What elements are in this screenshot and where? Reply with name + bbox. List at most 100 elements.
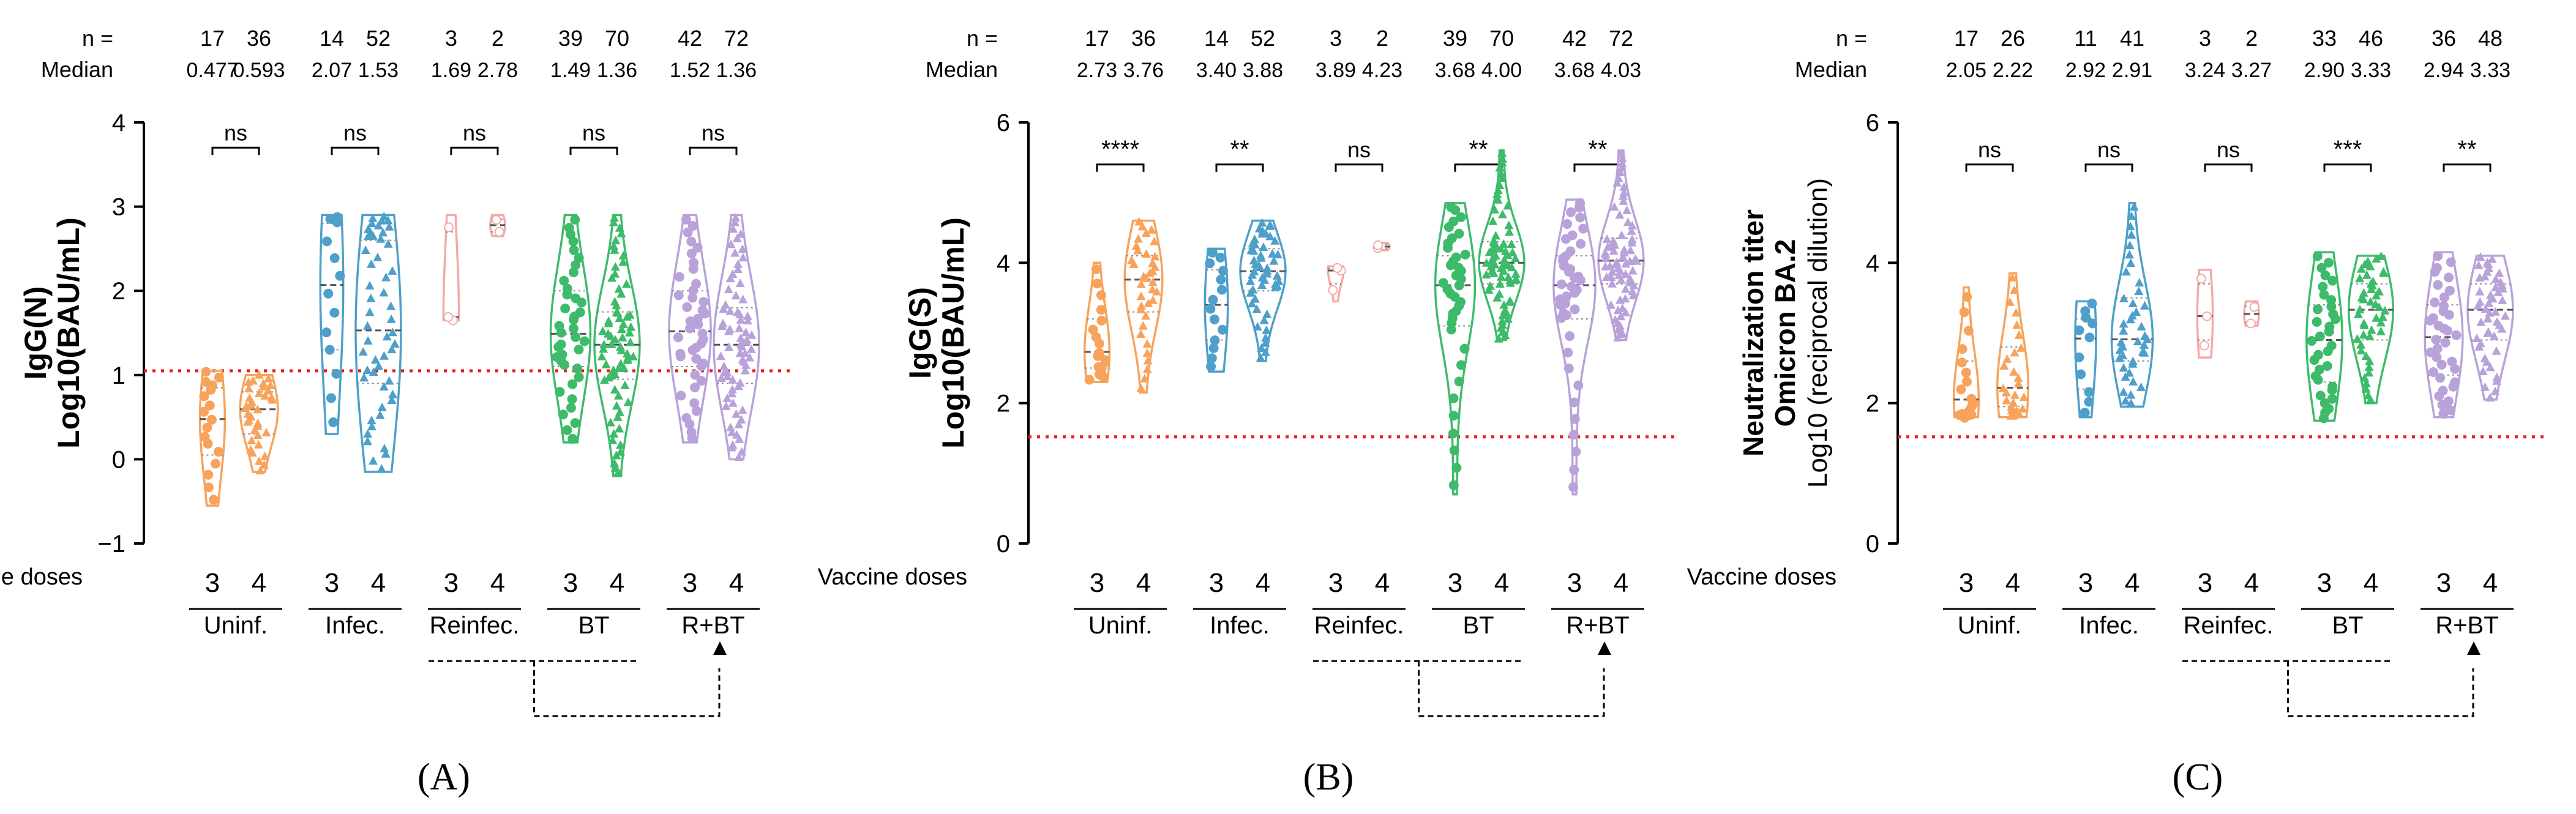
dose-label: 4 (1375, 568, 1390, 598)
data-point (2140, 301, 2149, 310)
data-point (203, 469, 214, 480)
n-row-label: n = (1836, 26, 1867, 51)
data-point (1491, 231, 1500, 240)
significance-label: **** (1101, 136, 1139, 163)
data-point (2361, 351, 2371, 360)
data-point (1562, 219, 1573, 229)
significance-label: ** (2457, 136, 2476, 163)
y-tick-label: 0 (1866, 531, 1879, 558)
y-tick-label: 1 (112, 362, 125, 389)
data-point (733, 264, 743, 274)
significance-bracket (2084, 163, 2133, 172)
significance-bracket (1454, 163, 1503, 172)
significance-label: ns (702, 120, 725, 145)
data-point (675, 349, 686, 359)
data-point (730, 217, 740, 226)
group-label: Reinfec. (2184, 612, 2274, 639)
data-point (604, 316, 613, 325)
data-point (1505, 227, 1515, 236)
data-point (2440, 337, 2451, 348)
data-point (2196, 274, 2206, 284)
y-label-line2: Log10(BAU/mL) (936, 217, 970, 449)
data-point (2315, 390, 2326, 401)
data-point (1448, 216, 1459, 226)
data-point (2116, 337, 2126, 346)
median-value: 3.76 (1123, 59, 1164, 82)
data-point (597, 351, 607, 360)
data-point (690, 370, 700, 380)
data-point (2450, 377, 2460, 387)
data-point (249, 376, 258, 385)
data-point (1456, 212, 1466, 222)
data-point (566, 403, 576, 413)
data-point (610, 269, 620, 278)
panel-A: −1 0 1 2 3 4 IgG(N)Log10(BAU/mL) n = Median Vacci… (0, 26, 793, 798)
data-point (673, 332, 683, 343)
data-point (745, 353, 755, 362)
data-point (1497, 316, 1507, 326)
data-point (387, 395, 397, 404)
data-point (560, 304, 571, 313)
violin-outline (2243, 300, 2260, 327)
data-point (567, 394, 577, 405)
data-point (2119, 319, 2129, 328)
doses-row-label: Vaccine doses (0, 564, 83, 590)
data-point (1500, 259, 1510, 268)
dose-label: 3 (2317, 568, 2332, 598)
data-point (618, 319, 628, 328)
data-point (1136, 383, 1146, 392)
data-point (1613, 333, 1623, 342)
data-point (2135, 278, 2144, 287)
data-point (740, 365, 750, 375)
data-point (2451, 330, 2462, 340)
n-value: 41 (2120, 26, 2144, 51)
data-point (368, 213, 378, 222)
data-point (1962, 292, 1972, 302)
data-point (1608, 267, 1617, 276)
data-point (687, 221, 698, 231)
data-point (2371, 299, 2381, 308)
data-point (625, 310, 635, 319)
y-label-line2: Log10(BAU/mL) (51, 217, 86, 449)
data-point (2002, 354, 2012, 363)
data-point (1084, 375, 1095, 385)
data-point (363, 336, 373, 345)
data-point (1260, 338, 1270, 347)
data-point (386, 301, 395, 310)
data-point (2485, 290, 2495, 299)
violin-outline (2347, 255, 2395, 405)
dose-label: 3 (2436, 568, 2451, 598)
data-point (1510, 253, 1520, 263)
data-point (1503, 201, 1513, 210)
data-point (2353, 334, 2362, 343)
data-point (738, 405, 747, 414)
n-value: 14 (1204, 26, 1229, 51)
data-point (2002, 395, 2012, 405)
data-point (2435, 373, 2446, 383)
significance-bracket (331, 146, 380, 155)
data-point (1573, 380, 1584, 390)
n-value: 26 (2001, 26, 2025, 51)
n-value: 72 (724, 26, 749, 51)
data-point (1628, 286, 1638, 296)
data-point (1459, 343, 1470, 354)
data-point (2136, 382, 2146, 391)
data-point (1571, 446, 1581, 457)
data-point (2491, 274, 2501, 283)
data-point (367, 416, 376, 425)
significance-bracket (1335, 163, 1383, 172)
significance-label: ns (1347, 137, 1371, 162)
data-point (1448, 411, 1459, 421)
data-point (1206, 361, 1216, 372)
data-point (572, 364, 583, 373)
data-point (747, 330, 757, 339)
data-point (1504, 220, 1514, 230)
data-point (2356, 264, 2366, 273)
y-tick-label: −1 (97, 531, 125, 558)
data-point (2372, 254, 2381, 263)
data-point (2439, 292, 2449, 302)
data-point (2127, 230, 2136, 239)
data-point (617, 324, 627, 334)
data-point (332, 212, 343, 222)
